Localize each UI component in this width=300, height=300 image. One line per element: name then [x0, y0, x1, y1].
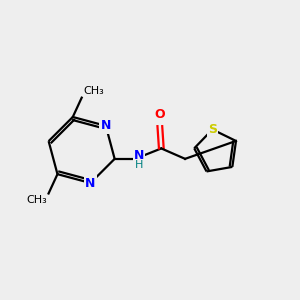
Text: N: N [100, 119, 111, 132]
Text: O: O [154, 108, 165, 121]
Text: H: H [135, 160, 143, 170]
Text: N: N [134, 149, 144, 162]
Text: CH₃: CH₃ [26, 195, 47, 205]
Text: N: N [85, 176, 96, 190]
Text: CH₃: CH₃ [83, 86, 104, 96]
Text: S: S [208, 123, 217, 136]
